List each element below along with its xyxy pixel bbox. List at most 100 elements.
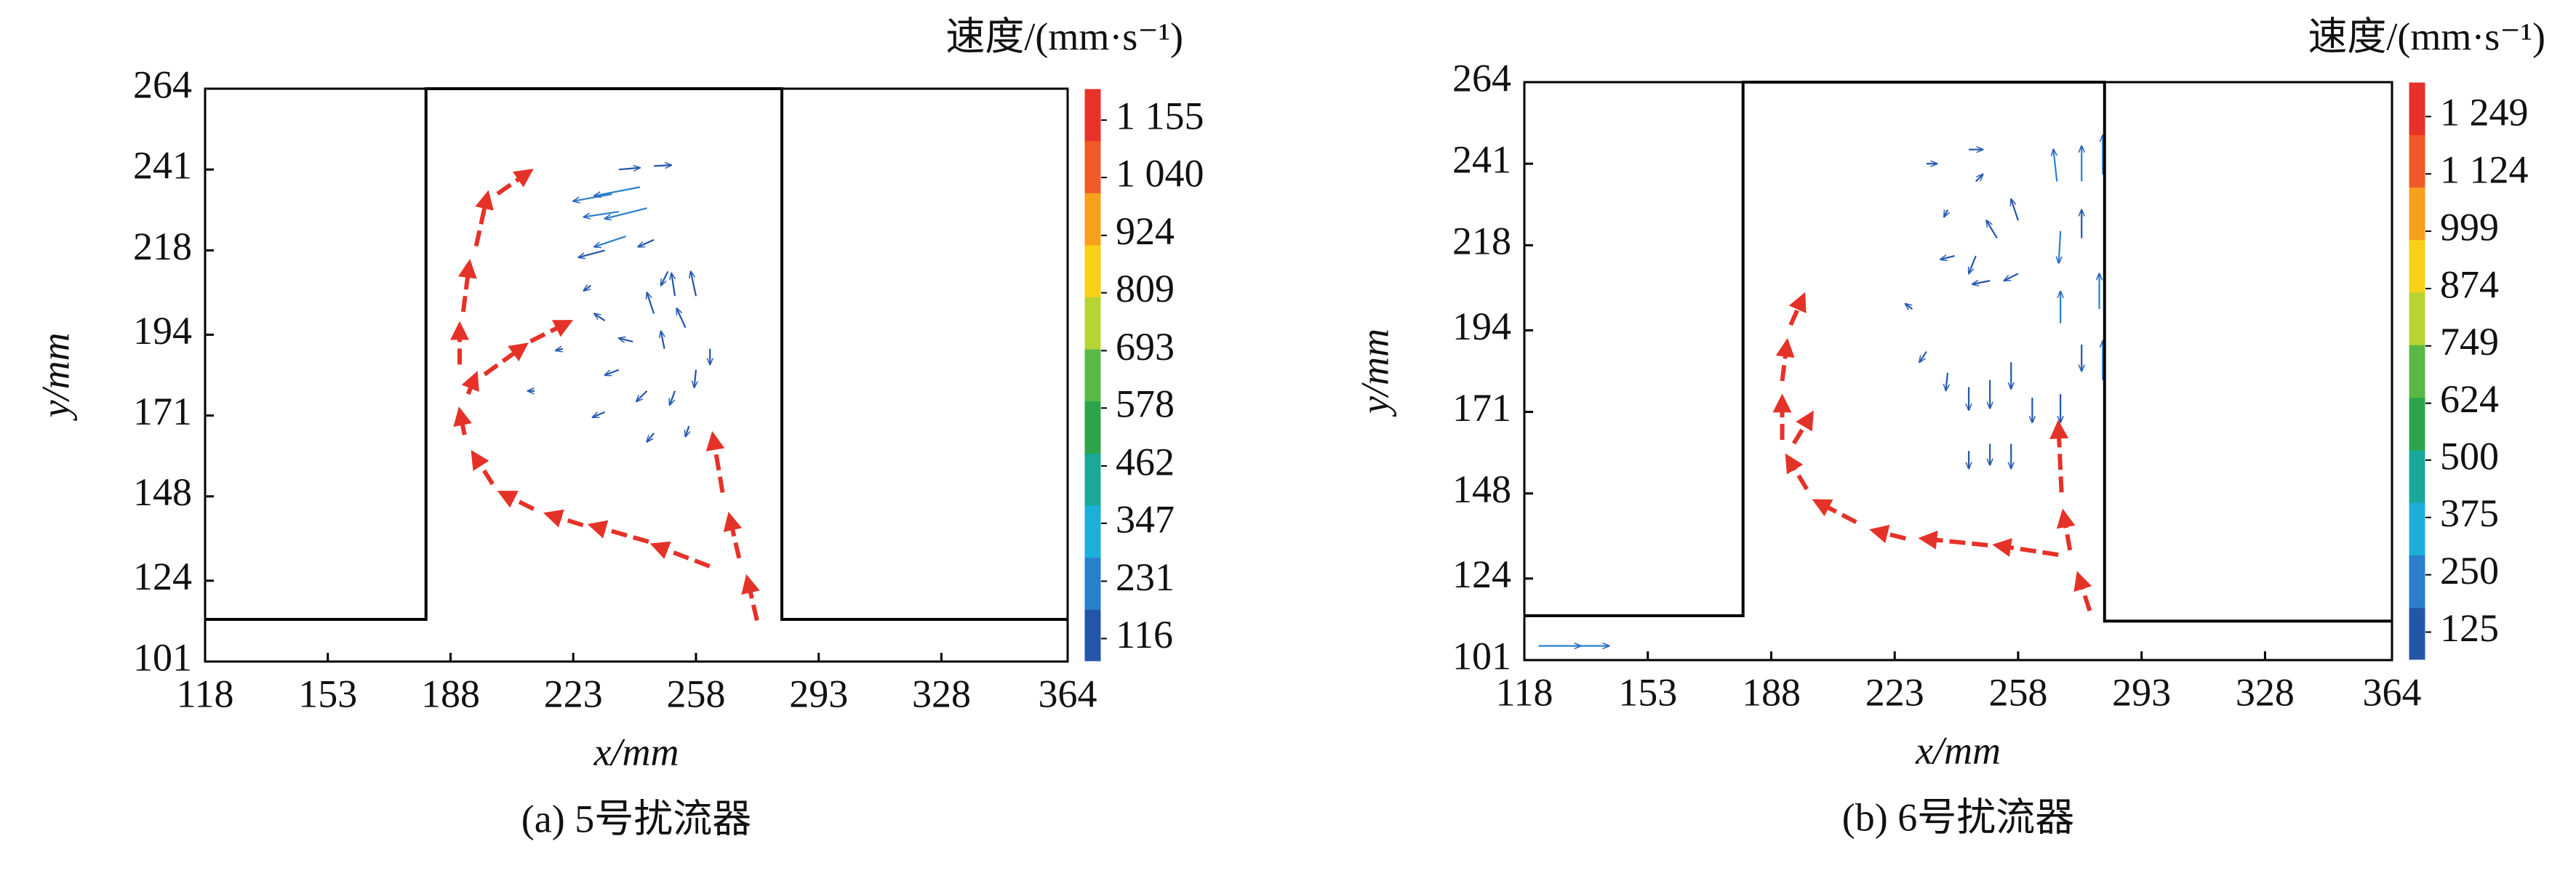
colorbar-frame [1084,88,1102,662]
flow-arrow [705,431,725,493]
x-tick-label: 223 [1865,670,1924,714]
colorbar-tick-label: 500 [2440,434,2499,478]
velocity-vector [647,433,655,442]
flow-arrow [529,319,574,344]
flow-arrow [2049,419,2069,493]
velocity-vector [670,390,676,405]
flow-arrow [471,449,495,486]
colorbar-tick-label: 1 155 [1116,95,1204,138]
velocity-vector [654,165,671,166]
x-tick-label: 258 [1988,670,2047,714]
colorbar-tick-label: 347 [1116,497,1175,541]
x-tick-label: 188 [421,672,480,715]
velocity-vector [605,207,647,219]
colorbar-tick-label: 125 [2440,606,2499,650]
x-tick-label: 258 [666,672,725,715]
colorbar-band [2409,239,2425,293]
y-tick-label: 264 [133,63,192,106]
colorbar-band [1084,140,1101,193]
colorbar-tick-label: 809 [1116,267,1175,310]
y-tick-label: 148 [1452,467,1511,511]
colorbar-frame [2408,81,2426,661]
velocity-vector [584,211,620,217]
y-tick-label: 264 [1452,56,1511,100]
flow-arrow [473,190,494,247]
y-tick-label: 124 [133,555,192,598]
y-tick-label: 194 [1452,305,1511,348]
flow-arrow [461,371,479,395]
colorbar-tick-label: 578 [1116,382,1175,426]
flow-arrow [453,406,472,435]
velocity-vector [1905,304,1913,309]
y-axis-label: y/mm [33,333,77,422]
velocity-vector [2053,150,2058,182]
y-tick-label: 124 [1452,552,1511,596]
colorbar-band [1084,89,1101,142]
y-tick-label: 171 [133,390,192,433]
colorbar-band [1084,349,1101,402]
velocity-vector [556,349,564,350]
velocity-vector [1972,281,1991,284]
velocity-vector [638,238,655,247]
colorbar-band [1084,505,1101,558]
flow-arrow [1775,337,1795,382]
velocity-vector [605,369,620,375]
flow-arrow [496,169,534,196]
velocity-vector [2004,273,2019,281]
velocity-vector [661,331,665,349]
flow-arrow [1788,292,1807,326]
velocity-vector [584,286,591,291]
colorbar-band [2409,555,2425,608]
velocity-vector [647,292,655,314]
flow-arrow [587,520,649,545]
velocity-vector [578,249,605,257]
colorbar-tick-label: 1 249 [2440,91,2529,134]
flow-arrow [1869,524,1906,544]
colorbar-tick-label: 1 040 [1116,152,1204,196]
colorbar-band [1084,297,1101,350]
colorbar-band [1084,557,1101,610]
colorbar-tick-label: 231 [1116,555,1175,599]
y-tick-label: 101 [133,635,192,679]
flow-arrow [2073,571,2092,612]
colorbar-band [2409,449,2425,503]
plot-frame [204,87,1069,663]
velocity-vector [1975,174,1983,182]
x-tick-label: 293 [789,672,848,715]
velocity-vector [1940,256,1955,260]
velocity-vector [618,168,640,169]
x-tick-label: 118 [1496,670,1553,714]
colorbar-label: 速度/(mm·s⁻¹) [2308,15,2545,58]
flow-arrow [1918,530,1988,550]
colorbar-tick-label: 924 [1116,209,1175,253]
velocity-vector [573,193,612,201]
colorbar-tick-label: 375 [2440,491,2499,535]
x-tick-label: 118 [177,672,234,715]
velocity-vector [594,313,606,321]
x-tick-label: 153 [1618,670,1677,714]
velocity-vector [594,235,626,247]
velocity-vector [1969,255,1977,273]
colorbar-tick-label: 999 [2440,205,2499,249]
y-tick-label: 101 [1452,634,1511,678]
x-tick-label: 223 [544,672,603,715]
flow-arrow [741,574,760,622]
velocity-vector [636,390,648,402]
velocity-vector [676,308,687,329]
y-tick-label: 148 [133,470,192,514]
x-tick-label: 188 [1742,670,1801,714]
colorbar-band [2409,292,2425,345]
x-tick-label: 328 [2236,670,2295,714]
y-tick-label: 241 [1452,138,1511,182]
x-tick-label: 293 [2112,670,2171,714]
flow-arrow [483,342,529,377]
y-tick-label: 194 [133,309,192,353]
colorbar-tick-label: 874 [2440,262,2499,306]
colorbar-tick-label: 250 [2440,549,2499,592]
velocity-vector [593,411,606,417]
y-tick-label: 171 [1452,386,1511,430]
x-tick-label: 153 [298,672,357,715]
flow-arrow [1992,538,2059,558]
